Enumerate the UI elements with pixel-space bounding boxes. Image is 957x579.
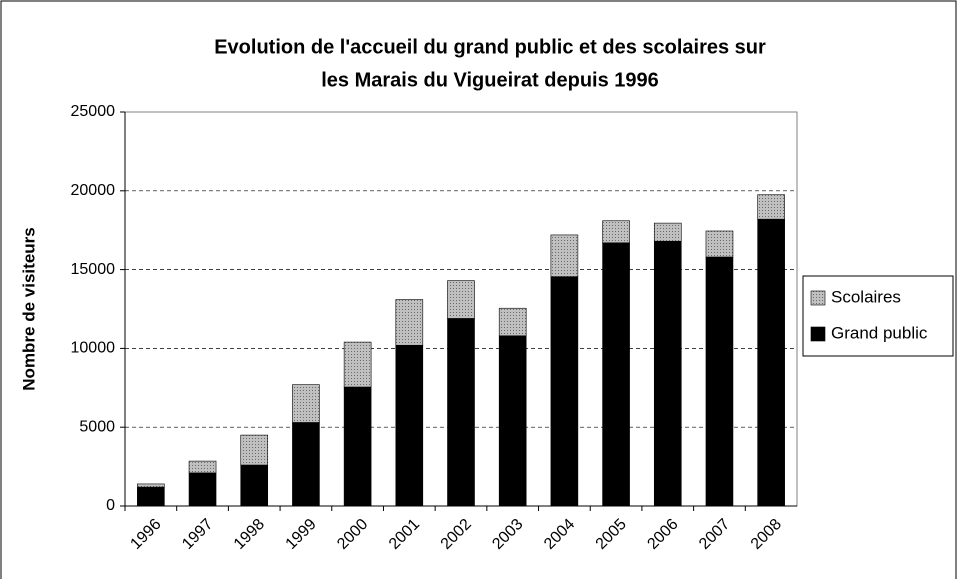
bar-segment: [447, 280, 475, 319]
bar-segment: [343, 386, 372, 507]
bar-segment: [292, 384, 320, 423]
y-tick-label: 20000: [71, 182, 116, 199]
y-tick-label: 10000: [71, 340, 116, 357]
bar-segment: [343, 341, 372, 388]
bar-segment: [292, 422, 320, 507]
bar-segment: [705, 256, 734, 507]
legend-swatch: [810, 290, 826, 306]
bar-segment: [602, 242, 630, 507]
bar-segment: [188, 472, 217, 507]
legend-label: Scolaires: [831, 287, 901, 306]
bar-segment: [705, 230, 734, 258]
bar-segment: [653, 240, 682, 507]
legend-label: Grand public: [831, 323, 928, 342]
bar-segment: [395, 299, 424, 346]
bar-segment: [137, 483, 165, 488]
bar-segment: [188, 460, 217, 474]
y-tick-label: 25000: [71, 103, 116, 120]
bar-segment: [550, 234, 579, 277]
bar-segment: [550, 276, 579, 507]
bar-segment: [498, 335, 527, 507]
bar-segment: [498, 307, 527, 337]
bar-segment: [757, 194, 785, 220]
bar-segment: [240, 464, 269, 507]
chart-title: les Marais du Vigueirat depuis 1996: [321, 69, 659, 91]
bar-segment: [240, 434, 269, 466]
y-axis-label: Nombre de visiteurs: [19, 227, 38, 390]
bar-segment: [653, 222, 682, 242]
y-tick-label: 15000: [71, 261, 116, 278]
bar-segment: [602, 220, 630, 244]
bar-segment: [757, 218, 785, 507]
chart-title: Evolution de l'accueil du grand public e…: [214, 36, 766, 58]
bar-segment: [137, 486, 165, 507]
legend-swatch: [810, 326, 826, 342]
bar-segment: [447, 318, 475, 507]
legend-box: [802, 275, 954, 357]
y-tick-label: 0: [106, 497, 115, 514]
bar-segment: [395, 344, 424, 507]
y-tick-label: 5000: [79, 418, 115, 435]
